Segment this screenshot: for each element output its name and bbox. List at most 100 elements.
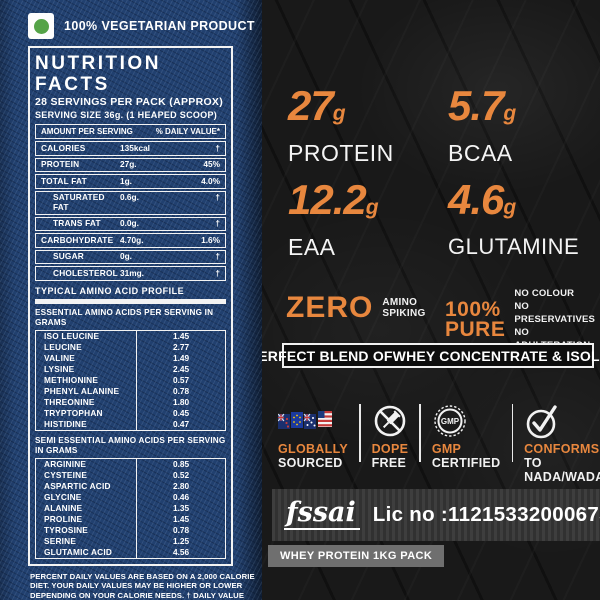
zero-amino-spiking-claim: ZERO AMINO SPIKING — [286, 293, 426, 323]
stat-glutamine-value: 4.6g — [448, 178, 579, 230]
amino-value: 0.78 — [136, 524, 225, 536]
nutrition-table: AMOUNT PER SERVING % DAILY VALUE* CALORI… — [35, 124, 226, 281]
table-row-cholesterol: CHOLESTEROL 31mg. † — [35, 266, 226, 281]
nutrient-amount: 1g. — [120, 175, 132, 186]
servings-per-pack: 28 SERVINGS PER PACK (APPROX) — [35, 96, 224, 108]
amino-name: ISO LEUCINE — [44, 330, 100, 341]
stat-label: PROTEIN — [288, 140, 394, 166]
pure-word-line: PURE — [445, 317, 506, 341]
table-row-total-fat: TOTAL FAT 1g. 4.0% — [35, 174, 226, 189]
no-colour: NO COLOUR — [514, 288, 575, 299]
amino-row: TYROSINE 0.78 — [36, 524, 225, 536]
stat-unit: g — [332, 102, 346, 125]
amino-value: 2.77 — [136, 341, 225, 353]
table-row-trans-fat: TRANS FAT 0.0g. † — [35, 216, 226, 231]
nutrient-dv: † — [215, 142, 220, 153]
nutrition-side: 100% VEGETARIAN PRODUCT NUTRITION FACTS … — [0, 0, 262, 600]
amino-value: 1.49 — [136, 352, 225, 364]
amino-line: AMINO — [382, 296, 418, 308]
amino-row: PROLINE 1.45 — [36, 513, 225, 525]
amino-name: METHIONINE — [44, 374, 99, 385]
amino-row: THREONINE 1.80 — [36, 396, 225, 408]
nutrient-amount: 135kcal — [120, 142, 150, 153]
table-row-sugar: SUGAR 0g. † — [35, 249, 226, 264]
stat-number: 5.7 — [448, 82, 504, 129]
semi-essential-amino-title: SEMI ESSENTIAL AMINO ACIDS PER SERVING I… — [35, 435, 226, 455]
nutrient-amount: 27g. — [120, 159, 137, 169]
table-row-saturated-fat: SATURATED FAT 0.6g. † — [35, 190, 226, 215]
banner-prefix: PERFECT BLEND OF — [262, 347, 393, 364]
nutrient-name: TOTAL FAT — [41, 175, 87, 186]
nutrient-name: CARBOHYDRATE — [41, 234, 114, 245]
stats-side: 27g PROTEIN 5.7g BCAA 12.2g EAA 4.6g GLU… — [262, 0, 600, 600]
nutrient-dv: † — [215, 251, 220, 261]
amino-value: 1.45 — [136, 513, 225, 525]
badge-label-white: SOURCED — [278, 456, 343, 470]
badge-divider — [419, 404, 421, 462]
amino-name: PROLINE — [44, 513, 83, 524]
nutrient-amount: 0.0g. — [120, 218, 139, 228]
badge-divider — [511, 404, 514, 462]
stat-label: GLUTAMINE — [448, 234, 580, 259]
nutrient-dv: 4.0% — [201, 175, 220, 186]
badge-label-white: FREE — [371, 456, 407, 470]
vegetarian-mark-icon — [28, 13, 54, 39]
svg-text:GMP: GMP — [441, 417, 460, 426]
vegetarian-label: 100% VEGETARIAN PRODUCT — [64, 19, 255, 33]
nutrient-name: TRANS FAT — [53, 218, 101, 228]
stat-unit: g — [503, 102, 517, 125]
essential-amino-title: ESSENTIAL AMINO ACIDS PER SERVING IN GRA… — [35, 307, 214, 327]
amino-name: SERINE — [44, 535, 77, 546]
amino-value: 0.52 — [136, 469, 225, 481]
badge-divider — [359, 404, 361, 462]
badge-label-white: CERTIFIED — [431, 456, 501, 470]
amino-value: 2.80 — [136, 480, 225, 492]
amino-value: 4.56 — [136, 546, 225, 558]
table-row-calories: CALORIES 135kcal † — [35, 141, 226, 156]
pure-text: 100% PURE — [445, 297, 506, 341]
amino-value: 0.85 — [136, 458, 225, 470]
stat-label: EAA — [288, 234, 336, 260]
zero-text: ZERO — [286, 291, 374, 324]
badge-globally-sourced: GLOBALLY SOURCED — [278, 402, 348, 470]
nutrient-name: SUGAR — [53, 251, 84, 261]
no-preservatives: NO PRESERVATIVES — [514, 301, 596, 325]
amino-row: VALINE 1.49 — [36, 352, 225, 364]
serving-size: SERVING SIZE 36g. (1 HEAPED SCOOP) — [35, 110, 218, 120]
nutrient-amount: 0.6g. — [120, 192, 139, 202]
nutrient-dv: 1.6% — [201, 234, 220, 245]
badge-label-orange: GLOBALLY — [278, 442, 348, 456]
amino-value: 1.80 — [136, 396, 225, 408]
stat-unit: g — [503, 196, 517, 219]
table-row-protein: PROTEIN 27g. 45% — [35, 157, 226, 172]
nutrient-amount: 4.70g. — [120, 234, 144, 245]
pure-100: 100% — [445, 297, 501, 321]
amino-row: ASPARTIC ACID 2.80 — [36, 480, 225, 492]
amino-row: ISO LEUCINE 1.45 — [36, 330, 225, 342]
stat-eaa-value: 12.2g — [288, 178, 379, 230]
amino-row: GLUTAMIC ACID 4.56 — [36, 546, 225, 558]
badge-conforms-nada-wada: CONFORMS TO NADA/WADA — [524, 402, 600, 484]
badge-label-orange: GMP — [431, 442, 462, 456]
nutrient-name: CHOLESTEROL — [53, 267, 118, 278]
nutrient-name: CALORIES — [41, 142, 86, 153]
certification-badges: GLOBALLY SOURCED DOPE FREE — [278, 402, 600, 484]
amino-value: 0.78 — [136, 385, 225, 397]
amino-name: CYSTEINE — [44, 469, 88, 480]
badge-dope-free: DOPE FREE — [372, 402, 409, 470]
gmp-medallion-icon: GMP — [432, 402, 501, 440]
amino-value: 0.57 — [136, 374, 225, 386]
col-daily-value: % DAILY VALUE* — [155, 127, 220, 136]
amino-value: 0.46 — [136, 491, 225, 503]
amino-row: CYSTEINE 0.52 — [36, 469, 225, 481]
amino-row: LEUCINE 2.77 — [36, 341, 225, 353]
nutrient-dv: † — [215, 218, 220, 228]
table-row-carbohydrate: CARBOHYDRATE 4.70g. 1.6% — [35, 233, 226, 248]
checkmark-circle-icon — [524, 402, 600, 440]
amino-value: 1.25 — [136, 535, 225, 547]
amino-value: 0.45 — [136, 407, 225, 419]
amino-name: THREONINE — [44, 396, 95, 407]
fssai-license-number: Lic no :11215332000675 — [372, 503, 600, 526]
amino-row: ALANINE 1.35 — [36, 502, 225, 514]
